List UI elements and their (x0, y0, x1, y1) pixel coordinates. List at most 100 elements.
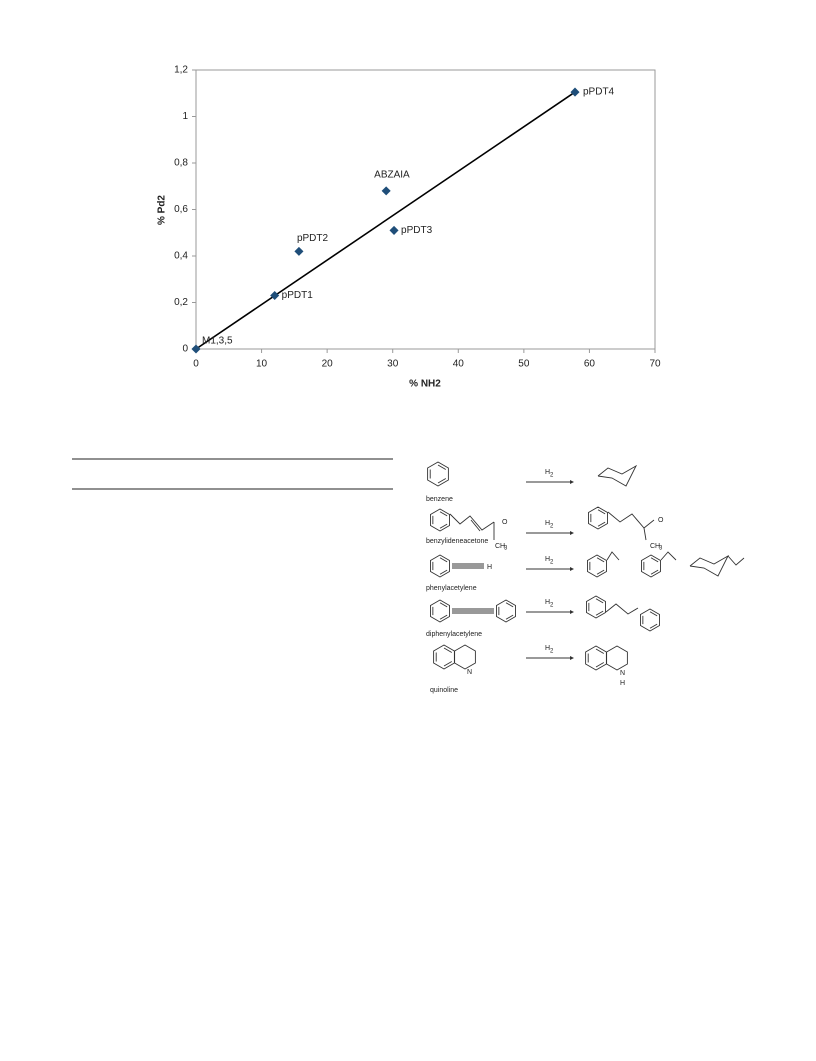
atom: N (620, 670, 625, 677)
double-bond (595, 662, 605, 668)
compound-name: diphenylacetylene (426, 631, 482, 638)
y-tick-label: 0,6 (174, 204, 188, 215)
double-bond (439, 557, 448, 563)
bond (606, 551, 620, 561)
x-tick-label: 70 (649, 359, 661, 370)
atom: H (620, 680, 625, 687)
bond (607, 511, 655, 529)
ring (585, 645, 607, 671)
arrow-head (570, 656, 574, 660)
data-point (381, 186, 391, 196)
double-bond (439, 614, 448, 620)
double-bond (649, 611, 658, 617)
atom: O (502, 519, 508, 526)
ring (430, 554, 450, 578)
reagent: H (545, 520, 550, 527)
point-label: ABZAIA (374, 170, 410, 181)
arrow-head (570, 480, 574, 484)
atom: N (467, 669, 472, 676)
ring (430, 508, 450, 532)
ring (430, 599, 450, 623)
double-bond (505, 602, 514, 608)
ring (588, 506, 608, 530)
double-bond (595, 610, 604, 616)
reagent: H (545, 469, 550, 476)
bond (660, 551, 677, 561)
reagent: H (545, 556, 550, 563)
double-bond (649, 623, 658, 629)
ring (606, 645, 628, 671)
x-tick-label: 20 (322, 359, 334, 370)
double-bond (596, 569, 605, 575)
ring (641, 554, 661, 578)
point-label: pPDT2 (297, 233, 329, 244)
chair (597, 464, 638, 487)
y-tick-label: 0,2 (174, 297, 188, 308)
double-bond (595, 598, 604, 604)
compound-name: benzene (426, 496, 453, 503)
y-tick-label: 1 (182, 111, 188, 122)
double-bond (437, 464, 447, 470)
data-point (570, 87, 580, 97)
reagent-subscript: 2 (550, 560, 554, 566)
atom-subscript: 3 (659, 546, 663, 552)
double-bond (650, 569, 659, 575)
double-bond (597, 509, 606, 515)
double-bond (439, 523, 448, 529)
atom: CH (495, 543, 505, 550)
data-point (294, 246, 304, 256)
trendline (195, 91, 576, 350)
compound-name: quinoline (430, 687, 458, 694)
y-tick-label: 0 (182, 344, 188, 355)
reagent-subscript: 2 (550, 473, 554, 479)
chair (689, 554, 730, 577)
reagent-subscript: 2 (550, 524, 554, 530)
arrow-head (570, 610, 574, 614)
x-tick-label: 10 (256, 359, 268, 370)
y-tick-label: 0,8 (174, 158, 188, 169)
double-bond (470, 519, 481, 532)
ring (427, 461, 449, 487)
bond (727, 555, 745, 566)
double-bond (597, 521, 606, 527)
double-bond (439, 569, 448, 575)
double-bond (439, 602, 448, 608)
arrow-head (570, 531, 574, 535)
ring (587, 554, 607, 578)
bond (605, 603, 639, 615)
y-tick-label: 1,2 (174, 65, 188, 76)
double-bond (443, 647, 453, 653)
bond (449, 513, 495, 531)
reagent-subscript: 2 (550, 649, 554, 655)
atom-subscript: 3 (504, 546, 508, 552)
double-bond (505, 614, 514, 620)
x-tick-label: 30 (387, 359, 399, 370)
plot-frame (195, 69, 656, 350)
x-tick-label: 0 (193, 359, 199, 370)
double-bond (595, 648, 605, 654)
double-bond (439, 511, 448, 517)
ring (496, 599, 516, 623)
point-label: pPDT1 (282, 290, 314, 301)
double-bond (650, 557, 659, 563)
x-tick-label: 60 (584, 359, 596, 370)
ring (433, 644, 455, 670)
y-tick-label: 0,4 (174, 251, 188, 262)
x-axis-label: % NH2 (409, 379, 441, 390)
point-label: M1,3,5 (202, 336, 233, 347)
x-tick-label: 50 (518, 359, 530, 370)
ring (640, 608, 660, 632)
data-point (389, 225, 399, 235)
point-label: pPDT4 (583, 87, 615, 98)
double-bond (596, 557, 605, 563)
y-axis-label: % Pd2 (157, 195, 168, 225)
double-bond (443, 661, 453, 667)
x-tick-label: 40 (453, 359, 465, 370)
atom: H (487, 564, 492, 571)
point-label: pPDT3 (401, 225, 433, 236)
atom: CH (650, 543, 660, 550)
data-point (191, 344, 201, 354)
reagent: H (545, 599, 550, 606)
